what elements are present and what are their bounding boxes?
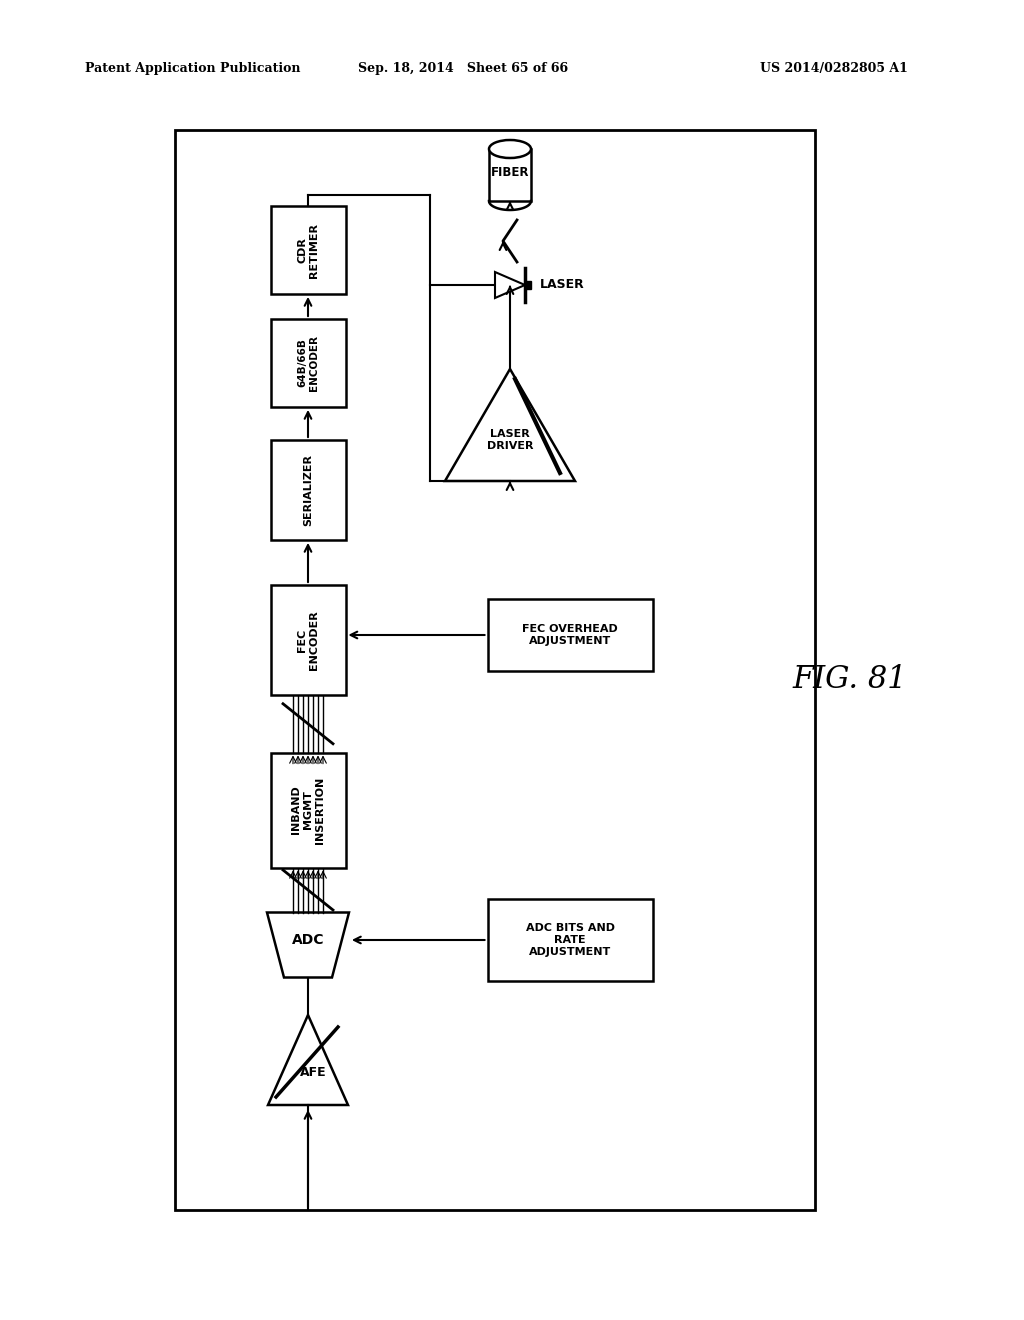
Bar — [175, 129, 815, 1210]
Text: US 2014/0282805 A1: US 2014/0282805 A1 — [760, 62, 908, 75]
Text: ADC BITS AND
RATE
ADJUSTMENT: ADC BITS AND RATE ADJUSTMENT — [525, 924, 614, 957]
Text: FIBER: FIBER — [490, 166, 529, 180]
Text: FIG. 81: FIG. 81 — [793, 664, 907, 696]
Text: ADC: ADC — [292, 933, 325, 946]
Bar — [270, 585, 345, 696]
Text: FEC OVERHEAD
ADJUSTMENT: FEC OVERHEAD ADJUSTMENT — [522, 624, 617, 645]
Bar — [270, 206, 345, 294]
Polygon shape — [445, 370, 575, 480]
Bar — [525, 281, 531, 289]
Text: LASER
DRIVER: LASER DRIVER — [486, 429, 534, 451]
Text: AFE: AFE — [300, 1065, 327, 1078]
Text: Patent Application Publication: Patent Application Publication — [85, 62, 300, 75]
Bar — [270, 319, 345, 407]
Polygon shape — [495, 272, 525, 298]
Text: INBAND
MGMT
INSERTION: INBAND MGMT INSERTION — [292, 776, 325, 843]
Text: SERIALIZER: SERIALIZER — [303, 454, 313, 525]
Bar — [270, 752, 345, 867]
Text: 64B/66B
ENCODER: 64B/66B ENCODER — [297, 335, 318, 391]
Bar — [270, 440, 345, 540]
Polygon shape — [268, 1015, 348, 1105]
Bar — [489, 149, 531, 201]
Text: CDR
RETIMER: CDR RETIMER — [297, 223, 318, 277]
Polygon shape — [267, 912, 349, 978]
Text: Sep. 18, 2014   Sheet 65 of 66: Sep. 18, 2014 Sheet 65 of 66 — [358, 62, 568, 75]
Text: LASER: LASER — [540, 279, 585, 292]
Ellipse shape — [489, 140, 531, 158]
Bar — [487, 599, 652, 671]
Bar — [487, 899, 652, 981]
Text: FEC
ENCODER: FEC ENCODER — [297, 610, 318, 669]
